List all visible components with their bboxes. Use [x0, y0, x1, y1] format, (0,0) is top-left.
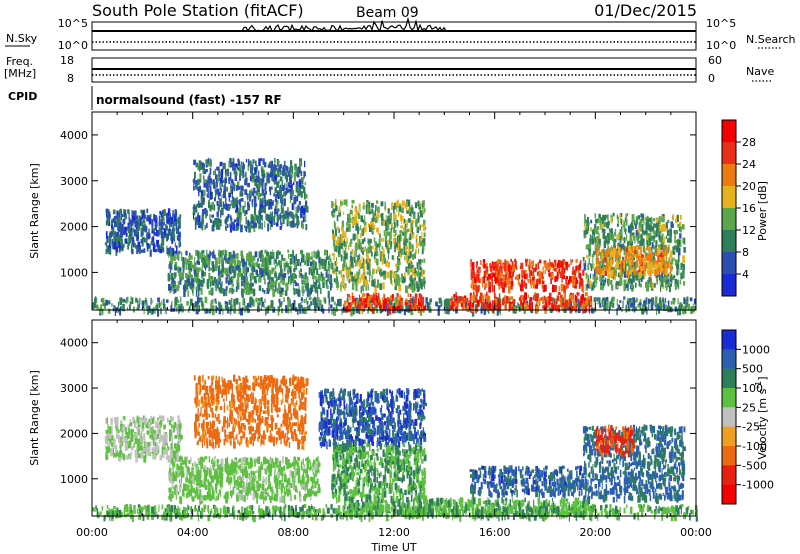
- x-tick-label: 20:00: [579, 526, 611, 539]
- colorbar-tick-label: 20: [742, 180, 756, 193]
- echo-region: [192, 157, 309, 233]
- colorbar-swatch: [722, 349, 736, 369]
- colorbar-swatch: [722, 407, 736, 427]
- colorbar-swatch: [722, 186, 736, 209]
- colorbar-tick-label: 1000: [742, 343, 770, 356]
- colorbar-swatch: [722, 465, 736, 485]
- echo-region: [318, 388, 427, 451]
- colorbar-tick-label: 25: [742, 401, 756, 414]
- echo-region: [469, 465, 585, 499]
- velocity-colorbar: 1000 500 100 25 -25 -100 -500 -1000: [721, 329, 774, 505]
- nsky-tick-top: 10^5: [58, 17, 88, 30]
- y-tick-label: 2000: [60, 221, 88, 234]
- colorbar-tick-label: 16: [742, 202, 756, 215]
- echo-region: [595, 424, 636, 458]
- colorbar-tick-label: 12: [742, 224, 756, 237]
- y-tick-label: 3000: [60, 175, 88, 188]
- echo-region: [331, 199, 427, 294]
- power-colorbar: 4 8 12 16 20 24 28: [721, 119, 756, 297]
- colorbar-swatch: [722, 330, 736, 350]
- velocity-panel: 1000 2000 3000 4000 Slant Range [km]: [28, 319, 698, 523]
- nave-label: Nave: [746, 65, 774, 78]
- echo-region: [449, 291, 593, 314]
- date-label: 01/Dec/2015: [594, 1, 697, 20]
- colorbar-swatch: [722, 446, 736, 466]
- freq-panel: 18 8 60 0 Freq. [MHz] Nave: [4, 54, 774, 85]
- colorbar-tick-label: 4: [742, 268, 749, 281]
- power-ylabel: Slant Range [km]: [28, 163, 41, 259]
- colorbar-swatch: [722, 368, 736, 389]
- y-tick-label: 1000: [60, 473, 88, 486]
- nsky-panel: 10^5 10^0 10^5 10^0 N.Sky N.Search: [5, 16, 796, 52]
- colorbar-tick-label: 100: [742, 382, 763, 395]
- colorbar-tick-label: -1000: [742, 479, 774, 492]
- nsearch-tick-bottom: 10^0: [706, 39, 736, 52]
- echo-region: [104, 208, 182, 257]
- colorbar-tick-label: 28: [742, 136, 756, 149]
- colorbar-tick-label: -100: [742, 440, 767, 453]
- y-tick-label: 3000: [60, 382, 88, 395]
- colorbar-swatch: [722, 274, 736, 297]
- colorbar-swatch: [722, 484, 736, 505]
- colorbar-swatch: [722, 388, 736, 408]
- x-tick-label: 16:00: [479, 526, 511, 539]
- x-tick-label: 00:00: [680, 526, 712, 539]
- x-tick-label: 12:00: [378, 526, 410, 539]
- cpid-label: CPID: [8, 90, 37, 103]
- colorbar-tick-label: 24: [742, 158, 756, 171]
- station-title: South Pole Station (fitACF): [92, 1, 304, 20]
- freq-tick-bottom: 8: [67, 72, 74, 85]
- colorbar-swatch: [722, 230, 736, 253]
- power-colorbar-label: Power [dB]: [756, 181, 769, 241]
- echo-region: [331, 442, 427, 504]
- x-tick-label: 00:00: [76, 526, 108, 539]
- nsearch-label: N.Search: [746, 33, 796, 46]
- x-axis-label: Time UT: [370, 541, 416, 554]
- nave-tick-bottom: 0: [708, 72, 715, 85]
- freq-label-top: Freq.: [6, 55, 33, 68]
- power-panel: 1000 2000 3000 4000 Slant Range [km]: [28, 111, 697, 317]
- colorbar-swatch: [722, 426, 736, 447]
- cpid-text: normalsound (fast) -157 RF: [96, 93, 282, 107]
- nsearch-tick-top: 10^5: [706, 17, 736, 30]
- nsky-label: N.Sky: [6, 32, 38, 45]
- velocity-ylabel: Slant Range [km]: [28, 370, 41, 466]
- y-tick-label: 1000: [60, 266, 88, 279]
- echo-region: [104, 415, 183, 463]
- colorbar-swatch: [722, 120, 736, 143]
- echo-region: [470, 258, 585, 294]
- colorbar-tick-label: -500: [742, 459, 767, 472]
- echo-region: [193, 374, 309, 451]
- velocity-colorbar-label: Velocity [m s-1]: [754, 376, 769, 459]
- nsky-tick-bottom: 10^0: [58, 39, 88, 52]
- beam-label: Beam 09: [356, 5, 419, 21]
- y-tick-label: 2000: [60, 427, 88, 440]
- y-tick-label: 4000: [60, 337, 88, 350]
- freq-label-bottom: [MHz]: [4, 67, 36, 80]
- echo-region: [167, 249, 334, 299]
- echo-region: [168, 456, 321, 505]
- colorbar-tick-label: 500: [742, 363, 763, 376]
- colorbar-tick-label: -25: [742, 421, 760, 434]
- nave-tick-top: 60: [708, 54, 722, 67]
- x-tick-label: 08:00: [277, 526, 309, 539]
- freq-tick-top: 18: [60, 54, 74, 67]
- colorbar-swatch: [722, 142, 736, 165]
- colorbar-swatch: [722, 208, 736, 231]
- colorbar-swatch: [722, 164, 736, 187]
- y-tick-label: 4000: [60, 129, 88, 142]
- x-tick-label: 04:00: [177, 526, 209, 539]
- echo-region: [595, 244, 673, 280]
- echo-region: [343, 497, 593, 521]
- colorbar-tick-label: 8: [742, 246, 749, 259]
- colorbar-swatch: [722, 252, 736, 275]
